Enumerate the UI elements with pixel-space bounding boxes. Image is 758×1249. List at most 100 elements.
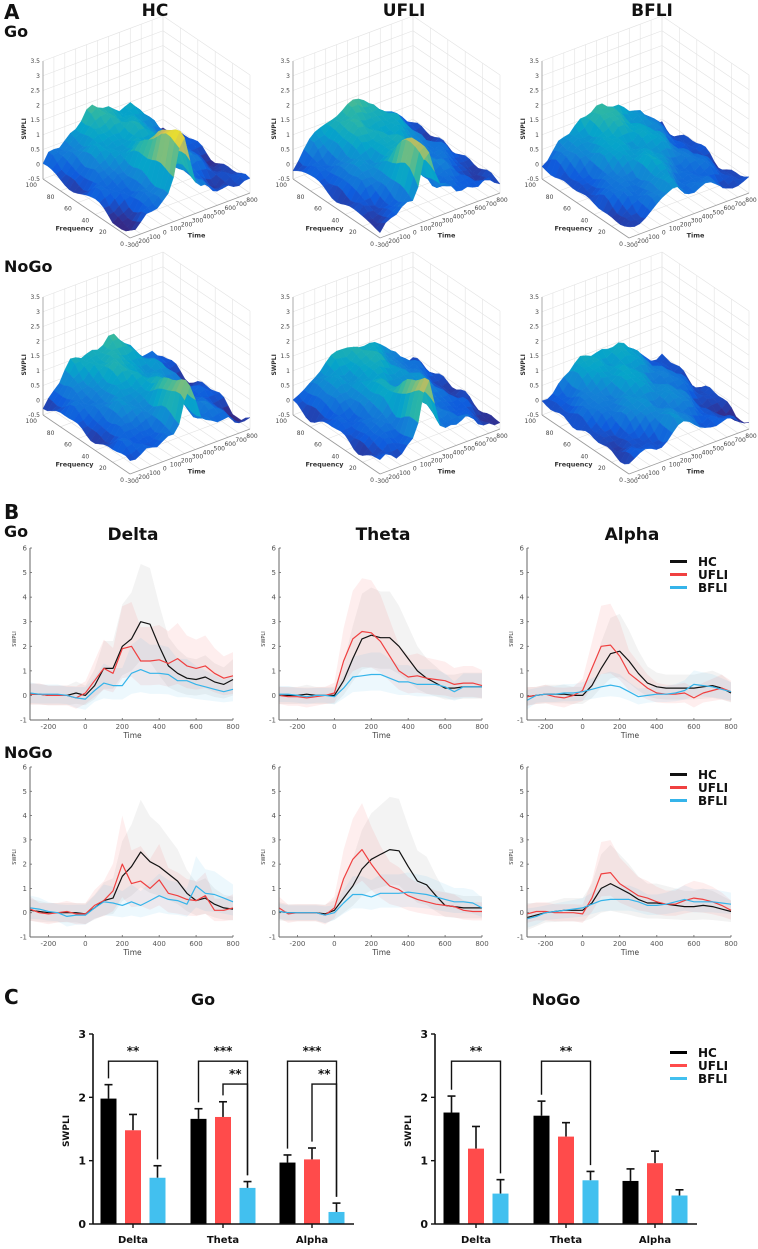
bar-title-go: Go <box>190 990 216 1009</box>
grid-line <box>661 266 750 326</box>
y-tick-label: -1 <box>517 717 524 725</box>
x-axis-label: Time <box>371 948 391 957</box>
legend-swatch-ufli <box>670 573 687 576</box>
bar-hc-theta <box>533 1115 550 1224</box>
x-tick-label: 200 <box>116 723 129 731</box>
grid-line <box>292 30 414 77</box>
time-tick-label: 700 <box>235 201 247 208</box>
time-tick-label: 600 <box>224 205 236 212</box>
time-tick-label: 600 <box>723 205 735 212</box>
x-tick-label: -200 <box>290 723 306 731</box>
confidence-band-bfli <box>30 856 233 927</box>
y-tick-label: 0 <box>272 909 276 917</box>
time-tick-label: 800 <box>246 433 258 440</box>
significance-label: ** <box>470 1044 483 1058</box>
x-tick-label: 400 <box>152 723 165 731</box>
z-tick-label: 1.5 <box>529 353 539 360</box>
time-tick-label: 100 <box>420 226 432 233</box>
y-tick-label: -1 <box>20 934 27 942</box>
z-tick-label: 2 <box>36 338 40 345</box>
legend-item-bfli: BFLI <box>670 581 727 595</box>
grid-line <box>541 251 663 298</box>
y-tick-label: 6 <box>520 545 525 553</box>
bar-bfli-alpha <box>328 1211 345 1224</box>
frequency-tick-label: 100 <box>26 418 38 425</box>
z-tick-label: 3.5 <box>30 294 40 301</box>
grid-line <box>162 104 251 164</box>
confidence-band-hc <box>30 563 233 706</box>
surface-plot-hc-nogo: -0.5 0 0.5 1 1.5 2 2.5 3 3.5 0 20 40 60 80 100 -300-200… <box>21 251 258 485</box>
grid-line <box>541 295 663 342</box>
row-label-nogo: NoGo <box>4 257 53 276</box>
grid-line <box>412 251 501 312</box>
grid-line <box>42 74 164 121</box>
z-axis-label: SWPLI <box>520 118 527 139</box>
time-tick-label: 300 <box>691 453 703 460</box>
legend-swatch-ufli <box>670 786 687 789</box>
time-tick-label: 200 <box>680 222 692 229</box>
time-axis-label: Time <box>438 232 456 240</box>
bar-hc-alpha <box>622 1180 639 1224</box>
z-tick-label: -0.5 <box>28 412 40 419</box>
series-line-hc <box>526 650 732 698</box>
y-axis-label: SWPLI <box>12 631 18 646</box>
x-tick-label: 200 <box>116 940 129 948</box>
z-tick-label: 3.5 <box>529 58 539 65</box>
x-tick-label: 600 <box>189 723 202 731</box>
grid-line <box>412 104 501 164</box>
y-axis-label: SWPLI <box>62 1115 72 1147</box>
grid-line <box>412 310 501 371</box>
z-tick-label: 3 <box>535 309 539 316</box>
legend-item-hc: HC <box>670 767 717 782</box>
z-tick-label: -0.5 <box>527 412 539 419</box>
y-tick-label: 2 <box>520 861 524 869</box>
grid-line <box>162 281 251 341</box>
time-tick-label: 300 <box>442 217 454 224</box>
y-tick-label: 0 <box>420 1218 428 1231</box>
time-tick-label: 200 <box>680 458 692 465</box>
frequency-tick-label: 60 <box>64 442 72 449</box>
series-line-bfli <box>526 898 732 920</box>
time-tick-label: 600 <box>474 441 486 448</box>
time-tick-label: -300 <box>375 478 389 485</box>
x-tick-label: 0 <box>83 723 87 731</box>
confidence-band-ufli <box>527 603 731 708</box>
grid-line <box>292 251 414 298</box>
frequency-axis <box>292 414 381 475</box>
frequency-axis-label: Frequency <box>554 225 593 233</box>
x-tick-label: -200 <box>290 940 306 948</box>
time-tick-label: 700 <box>734 437 746 444</box>
legend-label: HC <box>698 767 717 782</box>
time-axis <box>379 428 501 475</box>
series-line-bfli <box>278 891 483 916</box>
grid-line <box>42 45 164 91</box>
grid-line <box>42 266 164 313</box>
time-tick-label: 100 <box>669 462 681 469</box>
z-tick-label: 3.5 <box>280 58 290 65</box>
y-tick-label: 0 <box>23 909 27 917</box>
y-tick-label: 5 <box>23 788 27 796</box>
series-line-hc <box>29 851 234 915</box>
grid-line <box>292 74 414 121</box>
y-tick-label: 1 <box>78 1155 86 1168</box>
z-tick-label: 1.5 <box>280 353 290 360</box>
z-tick-label: 0 <box>535 397 539 404</box>
time-axis-label: Time <box>188 232 206 240</box>
time-tick-label: 600 <box>723 441 735 448</box>
frequency-tick-label: 100 <box>276 418 288 425</box>
frequency-tick-label: 40 <box>581 217 589 224</box>
x-tick-label: 600 <box>189 940 202 948</box>
y-tick-label: 5 <box>272 788 276 796</box>
y-axis-label: SWPLI <box>509 849 515 864</box>
x-tick-label: 0 <box>580 723 584 731</box>
grid-line <box>162 119 251 179</box>
row-label-go: Go <box>4 22 29 41</box>
frequency-tick-label: 60 <box>64 206 72 213</box>
grid-line <box>661 281 750 341</box>
bar-hc-alpha <box>279 1162 296 1224</box>
bar-bfli-delta <box>492 1193 509 1224</box>
x-tick-label: 200 <box>365 940 378 948</box>
y-tick-label: 0 <box>272 692 276 700</box>
x-tick-label: -200 <box>41 723 57 731</box>
y-tick-label: 3 <box>272 836 276 844</box>
